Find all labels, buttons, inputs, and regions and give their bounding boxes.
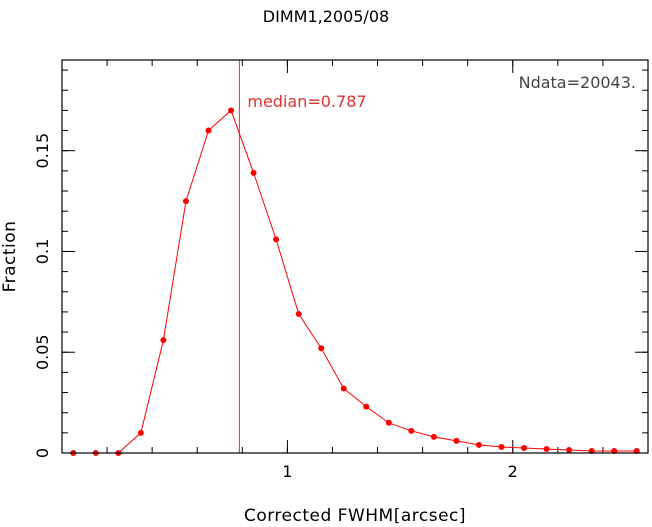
y-tick-label: 0.05 <box>33 334 52 370</box>
y-tick-label: 0.1 <box>33 239 52 264</box>
x-tick-label: 2 <box>508 462 518 481</box>
data-point <box>137 429 144 436</box>
data-point <box>363 403 370 410</box>
y-tick-label: 0.15 <box>33 133 52 169</box>
data-point <box>205 127 212 134</box>
data-point <box>475 441 482 448</box>
data-point <box>182 198 189 205</box>
y-tick-label: 0 <box>33 448 52 458</box>
data-point <box>228 107 235 114</box>
median-label: median=0.787 <box>247 92 366 111</box>
y-axis-label: Fraction <box>0 221 20 293</box>
data-point <box>498 443 505 450</box>
series-line <box>73 109 637 454</box>
data-point <box>385 419 392 426</box>
data-point <box>160 337 167 344</box>
x-tick-label: 1 <box>282 462 292 481</box>
data-point <box>430 433 437 440</box>
chart-title: DIMM1,2005/08 <box>263 7 389 26</box>
data-points <box>70 107 640 456</box>
x-axis-label: Corrected FWHM[arcsec] <box>244 506 466 526</box>
data-point <box>543 445 550 452</box>
data-point <box>340 385 347 392</box>
data-point <box>566 446 573 453</box>
tick-labels: 1 2 0 0.05 0.1 0.15 <box>33 133 518 481</box>
data-point <box>318 345 325 352</box>
data-point <box>408 427 415 434</box>
data-point <box>273 236 280 243</box>
ndata-annotation: Ndata=20043. <box>519 73 636 92</box>
data-point <box>521 444 528 451</box>
data-point <box>453 437 460 444</box>
data-point <box>295 310 302 317</box>
plot-frame <box>61 59 649 454</box>
data-point <box>250 169 257 176</box>
axis-ticks <box>61 60 649 454</box>
